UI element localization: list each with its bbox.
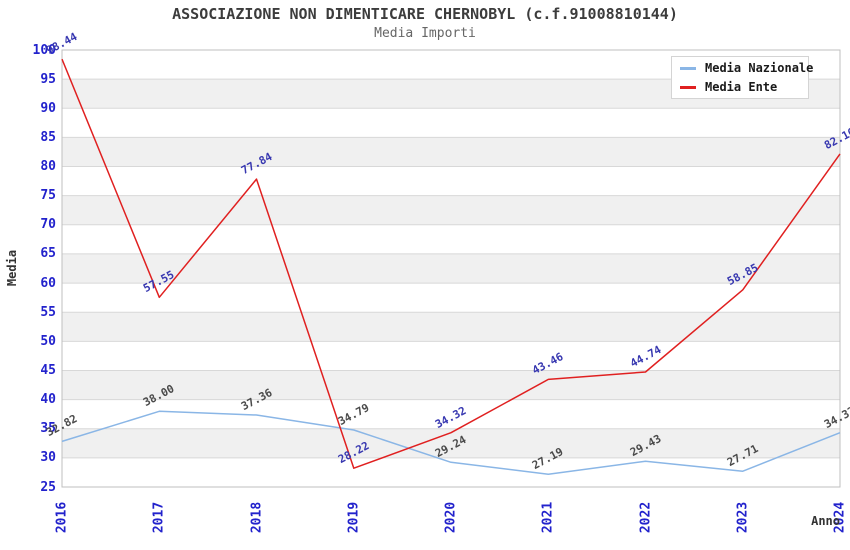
series-line-media-ente [61,58,841,469]
y-tick-label: 45 [40,362,56,378]
legend-item-media-nazionale: Media Nazionale [680,60,813,76]
y-tick-label: 95 [40,71,56,87]
plot-band [62,137,840,167]
chart-title: ASSOCIAZIONE NON DIMENTICARE CHERNOBYL (… [172,5,678,23]
plot-band [62,428,840,458]
y-tick-label: 55 [40,304,56,320]
y-tick-label: 90 [40,100,56,116]
series-line-media-nazionale [61,410,841,475]
x-tick-label: 2022 [638,501,653,534]
plot-border [61,49,841,488]
y-tick-label: 80 [40,159,56,175]
plot-band [62,195,840,225]
y-tick-label: 100 [32,42,56,58]
legend-line-swatch-nazionale [680,66,696,70]
y-tick-label: 25 [40,479,56,495]
y-tick-label: 70 [40,217,56,233]
y-tick-label: 50 [40,333,56,349]
y-axis-title: Media [5,249,19,287]
y-tick-label: 85 [40,129,56,145]
y-tick-label: 40 [40,392,56,408]
legend-line-swatch-ente [680,85,696,89]
y-tick-label: 35 [40,421,56,437]
chart-subtitle: Media Importi [374,26,476,41]
x-tick-label: 2021 [540,501,556,534]
x-tick-label: 2023 [735,501,751,534]
legend: Media Nazionale Media Ente [671,56,813,99]
y-tick-label: 30 [40,450,56,466]
x-axis-title: Anno [811,514,840,528]
x-tick-label: 2020 [443,501,459,534]
y-tick-label: 75 [40,188,56,204]
y-tick-label: 65 [40,246,56,262]
x-tick-label: 2018 [249,501,264,534]
legend-label-ente: Media Ente [705,80,778,94]
legend-label-nazionale: Media Nazionale [705,61,814,75]
x-tick-label: 2017 [151,501,167,534]
x-tick-label: 2019 [346,501,362,534]
plot-band [62,370,840,400]
plot-band [62,312,840,342]
y-tick-label: 60 [40,275,56,291]
x-tick-label: 2016 [54,501,70,534]
legend-item-media-ente: Media Ente [680,79,808,95]
